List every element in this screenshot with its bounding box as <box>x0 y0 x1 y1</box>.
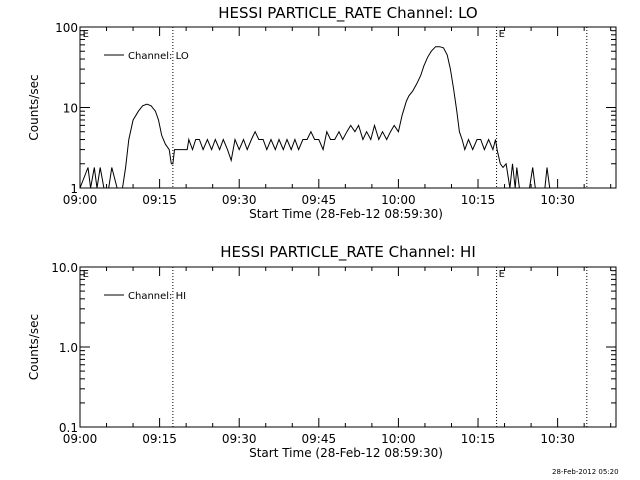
x-tick-label: 10:15 <box>461 432 496 446</box>
event-flag: E <box>83 29 89 40</box>
x-tick-label: 09:45 <box>302 193 337 207</box>
y-tick-label: 10 <box>63 102 78 116</box>
x-tick-label: 09:00 <box>63 432 98 446</box>
y-tick-label: 100 <box>55 21 78 35</box>
event-flag: E <box>499 269 505 280</box>
series-line-0 <box>80 46 553 188</box>
chart-title: HESSI PARTICLE_RATE Channel: LO <box>218 4 477 23</box>
event-flag: E <box>83 269 89 280</box>
y-axis-label: Counts/sec <box>27 74 41 140</box>
x-tick-label: 09:15 <box>142 193 177 207</box>
x-axis-label: Start Time (28-Feb-12 08:59:30) <box>249 446 443 460</box>
event-flag: E <box>499 29 505 40</box>
x-tick-label: 10:30 <box>540 432 575 446</box>
panels: HESSI PARTICLE_RATE Channel: LO 09:00 09:1… <box>27 4 617 460</box>
legend-entry: Channel: LO <box>128 51 189 62</box>
footer-timestamp: 28-Feb-2012 05:20 <box>552 468 619 476</box>
chart-panel-hi: HESSI PARTICLE_RATE Channel: HI 09:00 09:1… <box>27 243 617 460</box>
y-tick-label: 0.1 <box>59 421 78 435</box>
y-tick-label: 10.0 <box>51 261 78 275</box>
chart-panel-lo: HESSI PARTICLE_RATE Channel: LO 09:00 09:1… <box>27 4 617 221</box>
chart-title: HESSI PARTICLE_RATE Channel: HI <box>220 243 476 262</box>
x-tick-label: 10:00 <box>381 193 416 207</box>
x-axis-label: Start Time (28-Feb-12 08:59:30) <box>249 207 443 221</box>
y-axis-label: Counts/sec <box>27 314 41 380</box>
x-tick-label: 10:15 <box>461 193 496 207</box>
x-tick-label: 09:30 <box>222 432 257 446</box>
x-tick-label: 09:45 <box>302 432 337 446</box>
x-tick-label: 09:00 <box>63 193 98 207</box>
y-tick-label: 1.0 <box>59 341 78 355</box>
x-tick-label: 09:15 <box>142 432 177 446</box>
x-tick-label: 09:30 <box>222 193 257 207</box>
y-tick-label: 1 <box>70 182 78 196</box>
legend-entry: Channel: HI <box>128 291 186 302</box>
x-tick-label: 10:30 <box>540 193 575 207</box>
x-tick-label: 10:00 <box>381 432 416 446</box>
